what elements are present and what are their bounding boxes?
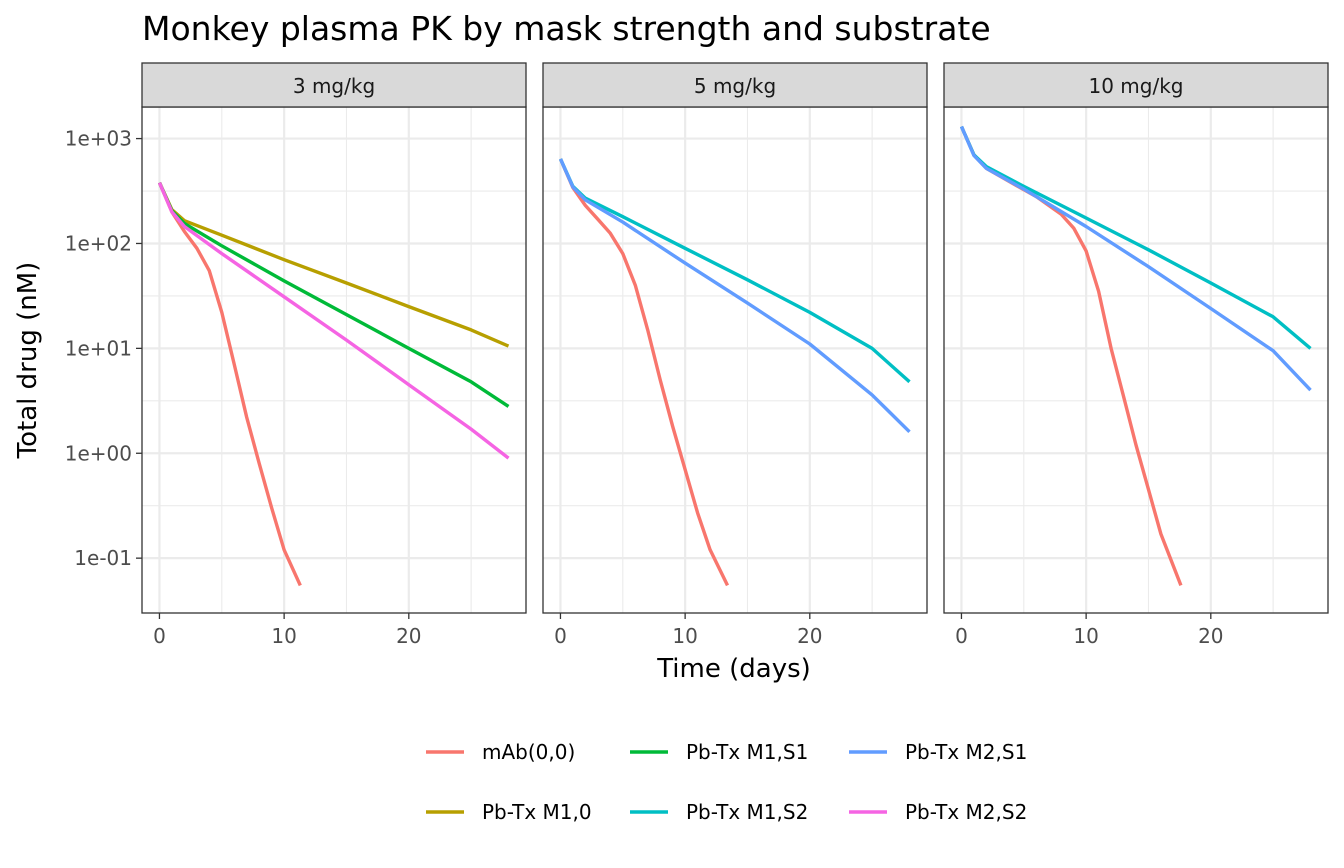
legend-item: Pb-Tx M1,S1 bbox=[630, 740, 808, 764]
panel-background bbox=[142, 107, 526, 613]
legend-label: Pb-Tx M1,S2 bbox=[686, 800, 808, 824]
legend-label: Pb-Tx M1,S1 bbox=[686, 740, 808, 764]
legend-label: Pb-Tx M2,S2 bbox=[905, 800, 1027, 824]
panel-1: 3 mg/kg 0 10 20 1e-01 1e+00 1e+01 1e+02 1e+03 bbox=[65, 62, 527, 648]
facet-strip-label: 10 mg/kg bbox=[1089, 74, 1184, 98]
x-tick-label: 20 bbox=[396, 624, 421, 648]
panel-background bbox=[543, 107, 927, 613]
facet-strip-label: 3 mg/kg bbox=[293, 74, 375, 98]
chart-title: Monkey plasma PK by mask strength and su… bbox=[142, 9, 991, 48]
x-tick-label: 20 bbox=[797, 624, 822, 648]
x-tick-label: 10 bbox=[672, 624, 697, 648]
series-line bbox=[157, 182, 302, 587]
x-tick-label: 10 bbox=[271, 624, 296, 648]
series-line bbox=[959, 125, 1312, 392]
y-axis-title: Total drug (nM) bbox=[13, 262, 43, 460]
x-tick-label: 20 bbox=[1198, 624, 1223, 648]
legend-label: mAb(0,0) bbox=[482, 740, 575, 764]
legend-label: Pb-Tx M1,0 bbox=[482, 800, 592, 824]
y-tick-label: 1e-01 bbox=[74, 546, 132, 570]
legend-item: mAb(0,0) bbox=[426, 740, 575, 764]
legend-item: Pb-Tx M1,S2 bbox=[630, 800, 808, 824]
legend-item: Pb-Tx M2,S2 bbox=[849, 800, 1027, 824]
facet-strip bbox=[542, 62, 928, 108]
legend-item: Pb-Tx M1,0 bbox=[426, 800, 592, 824]
series-line bbox=[558, 158, 911, 434]
panel-3: 10 mg/kg 0 10 20 bbox=[943, 62, 1329, 648]
legend-item: Pb-Tx M2,S1 bbox=[849, 740, 1027, 764]
panel-background bbox=[944, 107, 1328, 613]
y-tick-label: 1e+00 bbox=[65, 441, 132, 465]
panels: 3 mg/kg 0 10 20 1e-01 1e+00 1e+01 1e+02 1e+03 5 m… bbox=[65, 62, 1329, 648]
legend: mAb(0,0) Pb-Tx M1,S1 Pb-Tx M2,S1 Pb-Tx M1,0… bbox=[426, 740, 1027, 824]
series-line bbox=[157, 182, 510, 460]
y-tick-label: 1e+01 bbox=[65, 336, 132, 360]
facet-strip bbox=[943, 62, 1329, 108]
x-tick-label: 0 bbox=[955, 624, 968, 648]
x-tick-label: 10 bbox=[1073, 624, 1098, 648]
panel-2: 5 mg/kg 0 10 20 bbox=[542, 62, 928, 648]
x-axis-title: Time (days) bbox=[656, 654, 811, 684]
x-tick-label: 0 bbox=[554, 624, 567, 648]
y-tick-label: 1e+03 bbox=[65, 127, 132, 151]
series-line bbox=[558, 158, 730, 587]
x-tick-label: 0 bbox=[153, 624, 166, 648]
y-tick-label: 1e+02 bbox=[65, 231, 132, 255]
facet-strip-label: 5 mg/kg bbox=[694, 74, 776, 98]
facet-strip bbox=[141, 62, 527, 108]
legend-label: Pb-Tx M2,S1 bbox=[905, 740, 1027, 764]
